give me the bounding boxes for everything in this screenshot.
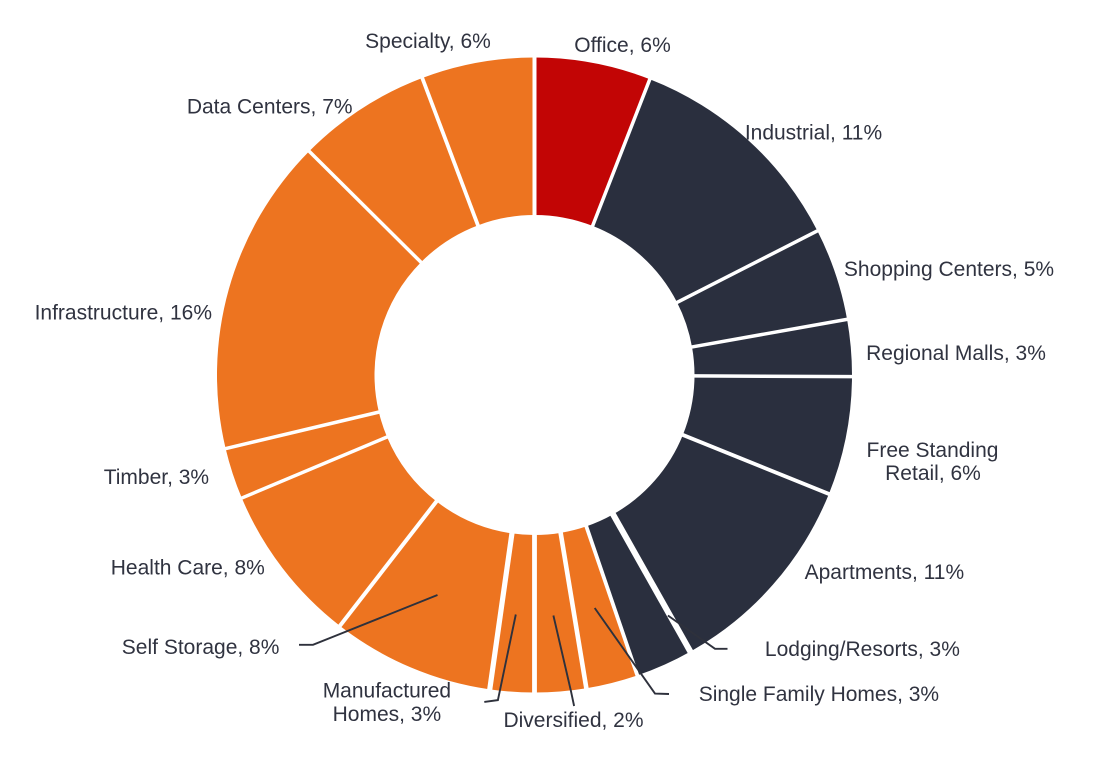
- svg-text:Office, 6%: Office, 6%: [574, 34, 671, 57]
- svg-text:Retail, 6%: Retail, 6%: [885, 462, 981, 485]
- svg-text:Regional Malls, 3%: Regional Malls, 3%: [866, 342, 1046, 365]
- svg-text:Manufactured: Manufactured: [323, 679, 451, 702]
- svg-text:Data Centers, 7%: Data Centers, 7%: [187, 95, 353, 118]
- svg-text:Industrial, 11%: Industrial, 11%: [745, 122, 882, 145]
- svg-text:Specialty, 6%: Specialty, 6%: [365, 30, 491, 53]
- svg-text:Diversified, 2%: Diversified, 2%: [503, 709, 643, 732]
- svg-text:Apartments, 11%: Apartments, 11%: [805, 561, 965, 584]
- svg-text:Self Storage, 8%: Self Storage, 8%: [122, 636, 280, 659]
- svg-text:Health Care, 8%: Health Care, 8%: [111, 556, 265, 579]
- svg-text:Timber, 3%: Timber, 3%: [104, 466, 209, 489]
- svg-text:Single Family Homes, 3%: Single Family Homes, 3%: [699, 683, 939, 706]
- svg-text:Shopping Centers, 5%: Shopping Centers, 5%: [844, 258, 1054, 281]
- svg-text:Homes, 3%: Homes, 3%: [333, 703, 442, 726]
- svg-text:Lodging/Resorts, 3%: Lodging/Resorts, 3%: [765, 638, 960, 661]
- svg-text:Infrastructure, 16%: Infrastructure, 16%: [35, 302, 212, 325]
- svg-text:Free Standing: Free Standing: [867, 439, 999, 462]
